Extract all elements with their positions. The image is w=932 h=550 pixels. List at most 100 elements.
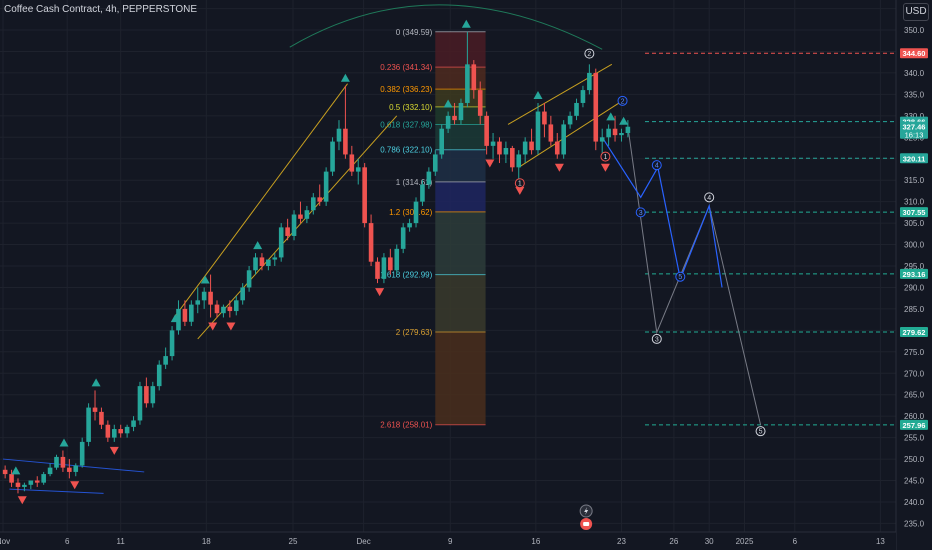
candle-body (266, 259, 271, 266)
candle-body (580, 90, 586, 103)
candle-body (111, 429, 117, 438)
channel-line (173, 83, 348, 318)
candle-body (355, 167, 361, 172)
wave-label-circle (584, 48, 595, 59)
price-label-box (900, 48, 928, 59)
candle-body (92, 407, 98, 412)
price-label-box (900, 326, 928, 337)
sell-marker (554, 163, 564, 172)
candle-body (233, 300, 239, 312)
fib-label: 1.2 (307.62) (389, 208, 432, 217)
time-tick: Nov (0, 537, 10, 546)
candle-body (15, 482, 21, 487)
buy-marker (11, 466, 21, 475)
price-tick: 330.0 (904, 112, 925, 121)
price-label-text: 257.96 (903, 421, 926, 430)
wave-label-text: 5 (759, 429, 763, 436)
time-axis[interactable]: Nov 6 11 18 25 Dec 9 16 23 26 30 2025 6 13 (0, 531, 896, 550)
candle-body (47, 467, 53, 475)
wave-path-grey (627, 126, 762, 425)
candle-body (176, 308, 181, 331)
fib-zone (435, 331, 486, 425)
buy-marker (253, 241, 263, 250)
candle-body (2, 469, 8, 475)
candle-body (574, 102, 579, 116)
candle-body (86, 407, 91, 442)
candle-body (189, 304, 194, 322)
fib-zone (435, 31, 486, 68)
price-tick: 340.0 (904, 69, 925, 78)
time-tick: Dec (356, 537, 370, 546)
price-label-box (900, 207, 928, 218)
candle-body (535, 111, 541, 151)
price-label-text: 320.11 (903, 154, 926, 163)
wave-label-text: 1 (603, 154, 607, 161)
wave-label-circle (600, 151, 611, 162)
sell-marker (208, 322, 218, 331)
price-label-box (900, 121, 928, 139)
candle-body (298, 214, 303, 219)
candle-body (599, 137, 605, 142)
wave-label-circle (675, 271, 686, 282)
price-tick: 260.0 (904, 412, 925, 421)
candle-body (465, 64, 470, 103)
buy-marker (59, 438, 69, 447)
currency-button[interactable]: USD (903, 3, 929, 21)
candle-body (131, 420, 136, 427)
price-tick: 350.0 (904, 26, 925, 35)
candle-body (214, 304, 220, 314)
wave-label-text: 2 (587, 51, 591, 58)
time-tick: 30 (705, 537, 714, 546)
candle-body (439, 128, 444, 155)
price-tick: 335.0 (904, 90, 925, 99)
price-tick: 265.0 (904, 391, 925, 400)
candle-body (612, 128, 618, 136)
candle-body (432, 154, 438, 172)
candle-body (240, 287, 245, 301)
candle-body (548, 124, 554, 142)
earnings-glyph (583, 522, 590, 526)
trend-line (9, 488, 104, 494)
sell-marker (515, 186, 525, 195)
candle-body (477, 90, 483, 116)
candle-body (375, 261, 380, 279)
buy-marker (170, 314, 180, 323)
candle-body (28, 480, 34, 485)
candle-body (349, 154, 355, 172)
sell-marker (17, 496, 27, 505)
arc-drawing[interactable] (289, 4, 603, 50)
candle-body (490, 141, 496, 146)
price-labels: 344.60328.66327.4616:13320.11307.55293.1… (900, 48, 928, 430)
candle-body (561, 124, 566, 155)
fib-zone (435, 211, 486, 275)
candle-body (426, 171, 432, 185)
wave-label-circle (635, 207, 646, 218)
wave-label-text: 4 (655, 163, 659, 170)
candle-body (484, 115, 489, 146)
candle-body (182, 308, 188, 322)
candle-body (60, 456, 66, 468)
candle-body (510, 148, 515, 168)
buy-marker (340, 73, 350, 82)
price-tick: 240.0 (904, 498, 925, 507)
candle-body (567, 115, 573, 125)
fib-label: 1 (314.61) (396, 178, 433, 187)
candle-body (137, 386, 143, 421)
candle-body (9, 474, 14, 483)
candle-body (99, 411, 104, 425)
candle-body (253, 257, 258, 271)
fib-label: 0.382 (336.23) (380, 85, 432, 94)
time-tick: 11 (117, 537, 126, 546)
candle-body (445, 115, 451, 129)
price-label-text: 279.62 (903, 328, 926, 337)
candle-body (105, 424, 111, 438)
candle-body (388, 257, 393, 271)
fib-label: 2.618 (258.01) (380, 421, 432, 430)
wave-projection[interactable] (601, 126, 762, 425)
buy-marker (533, 90, 543, 99)
price-tick: 270.0 (904, 369, 925, 378)
price-label-text: 344.60 (903, 49, 926, 58)
event-icons[interactable] (579, 504, 593, 530)
candle-body (278, 227, 284, 258)
